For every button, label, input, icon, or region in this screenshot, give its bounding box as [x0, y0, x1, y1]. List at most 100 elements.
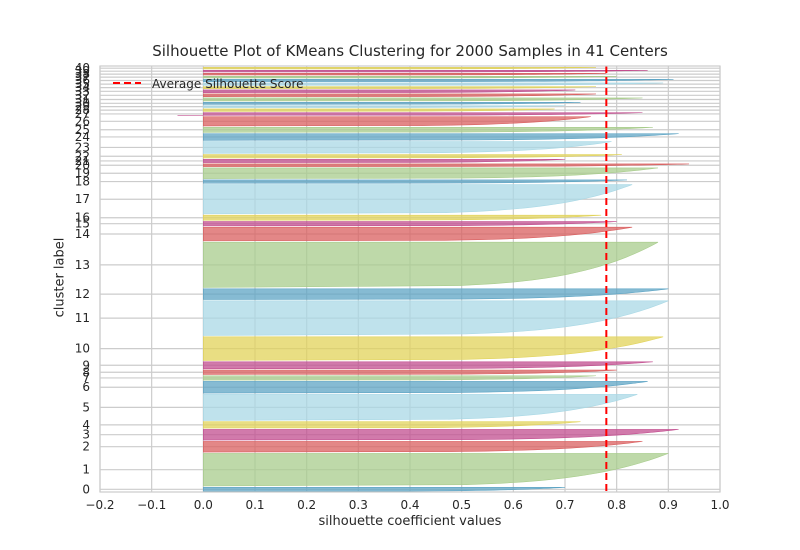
cluster-bar [203, 89, 576, 93]
y-tick-label: 11 [75, 311, 90, 325]
y-tick-label: 2 [82, 440, 90, 454]
cluster-bar [203, 421, 581, 429]
cluster-bar [203, 163, 690, 167]
cluster-bar [203, 141, 612, 154]
cluster-bar [203, 487, 566, 492]
y-tick-label: 33 [75, 84, 90, 98]
cluster-bar [203, 361, 653, 370]
cluster-bar [203, 73, 607, 76]
chart-title: Silhouette Plot of KMeans Clustering for… [152, 42, 668, 60]
y-tick-label: 25 [75, 123, 90, 137]
y-tick-label: 28 [75, 103, 90, 117]
y-tick-label: 20 [75, 158, 90, 172]
plot-frame [99, 65, 721, 493]
cluster-bar [203, 97, 643, 102]
x-tick-label: 0.1 [245, 498, 264, 512]
cluster-bar [203, 453, 669, 487]
cluster-bar [203, 369, 617, 375]
cluster-bar [203, 214, 602, 221]
y-tick-label: 0 [82, 482, 90, 496]
y-tick-label: 7 [82, 371, 90, 385]
legend: Average Silhouette Score [113, 77, 304, 91]
x-tick-label: 0.8 [607, 498, 626, 512]
x-tick-label: −0.2 [85, 498, 114, 512]
y-tick-label: 27 [75, 107, 90, 121]
y-tick-label: 9 [82, 358, 90, 372]
cluster-bar [203, 184, 633, 215]
y-tick-label: 37 [75, 70, 90, 84]
cluster-bar [203, 300, 669, 336]
y-axis-label: cluster label [52, 237, 68, 318]
y-tick-label: 36 [75, 73, 90, 87]
y-tick-label: 17 [75, 192, 90, 206]
x-tick-label: −0.1 [137, 498, 166, 512]
y-tick-label: 6 [82, 380, 90, 394]
y-tick-label: 29 [75, 100, 90, 114]
cluster-bar [203, 226, 633, 242]
cluster-bar [203, 179, 628, 184]
cluster-bar [203, 82, 664, 86]
cluster-bar [177, 112, 643, 116]
x-axis-label: silhouette coefficient values [318, 514, 502, 529]
cluster-bar [203, 221, 617, 227]
cluster-bar [203, 441, 643, 453]
y-tick-label: 1 [82, 463, 90, 477]
y-tick-label: 32 [75, 88, 90, 102]
y-tick-label: 34 [75, 81, 90, 95]
cluster-bar [203, 76, 617, 79]
legend-label: Average Silhouette Score [152, 77, 304, 91]
x-tick-label: 0.0 [194, 498, 213, 512]
y-tick-label: 21 [75, 154, 90, 168]
y-tick-label: 5 [82, 400, 90, 414]
cluster-bar [203, 429, 679, 441]
y-tick-label: 31 [75, 92, 90, 106]
y-tick-label: 4 [82, 418, 90, 432]
y-tick-label: 8 [82, 365, 90, 379]
silhouette-bars [177, 67, 690, 492]
cluster-bar [203, 241, 659, 288]
cluster-bar [203, 133, 679, 141]
cluster-bar [203, 79, 674, 82]
y-tick-label: 13 [75, 258, 90, 272]
x-tick-label: 0.9 [659, 498, 678, 512]
y-tick-label: 26 [75, 114, 90, 128]
x-tick-label: 0.6 [504, 498, 523, 512]
cluster-bar [203, 288, 669, 300]
y-tick-label: 12 [75, 287, 90, 301]
y-tick-label: 3 [82, 428, 90, 442]
x-tick-label: 0.2 [297, 498, 316, 512]
y-tick-label: 16 [75, 211, 90, 225]
cluster-bar [203, 158, 566, 163]
x-tick-label: 0.5 [452, 498, 471, 512]
y-tick-label: 15 [75, 217, 90, 231]
cluster-bar [203, 167, 659, 179]
x-tick-label: 1.0 [710, 498, 729, 512]
cluster-bar [203, 102, 581, 105]
x-tick-label: 0.4 [400, 498, 419, 512]
y-tick-label: 14 [75, 227, 90, 241]
y-tick-label: 24 [75, 130, 90, 144]
y-tick-label: 39 [75, 64, 90, 78]
y-tick-label: 22 [75, 149, 90, 163]
cluster-bar [203, 70, 648, 73]
y-tick-label: 30 [75, 96, 90, 110]
cluster-bar [203, 375, 597, 381]
y-tick-label: 38 [75, 67, 90, 81]
cluster-bar [203, 381, 648, 394]
cluster-bar [203, 93, 597, 97]
cluster-bar [203, 394, 638, 421]
cluster-bar [203, 86, 597, 89]
cluster-bar [203, 336, 664, 361]
cluster-bar [203, 108, 555, 112]
cluster-bar [203, 105, 566, 108]
x-tick-label: 0.3 [349, 498, 368, 512]
cluster-bar [203, 154, 622, 159]
axes: −0.2 −0.1 0.0 0.1 0.2 0.3 0.4 0.5 0.6 0.7 0.8 0.9 1.… [75, 61, 730, 512]
cluster-bar [203, 116, 591, 127]
x-tick-label: 0.7 [555, 498, 574, 512]
y-tick-label: 10 [75, 342, 90, 356]
y-tick-label: 40 [75, 61, 90, 75]
y-tick-label: 18 [75, 175, 90, 189]
